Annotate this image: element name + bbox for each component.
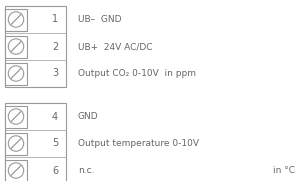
Circle shape: [8, 136, 24, 151]
Bar: [5, 106, 27, 127]
Bar: [5, 9, 27, 31]
Bar: [5, 35, 27, 58]
Text: Output CO₂ 0-10V  in ppm: Output CO₂ 0-10V in ppm: [78, 69, 196, 78]
Text: GND: GND: [78, 112, 99, 121]
Circle shape: [8, 163, 24, 178]
Text: 5: 5: [52, 138, 58, 148]
Circle shape: [8, 39, 24, 54]
Text: 6: 6: [52, 165, 58, 176]
Bar: [5, 6, 66, 87]
Text: Output temperature 0-10V: Output temperature 0-10V: [78, 139, 199, 148]
Text: 3: 3: [52, 68, 58, 79]
Circle shape: [8, 12, 24, 27]
Text: 1: 1: [52, 14, 58, 24]
Circle shape: [8, 66, 24, 81]
Text: in °C: in °C: [273, 166, 295, 175]
Bar: [5, 103, 66, 181]
Text: UB–  GND: UB– GND: [78, 15, 122, 24]
Bar: [5, 159, 27, 181]
Bar: [5, 132, 27, 155]
Text: n.c.: n.c.: [78, 166, 94, 175]
Text: UB+  24V AC/DC: UB+ 24V AC/DC: [78, 42, 152, 51]
Text: 4: 4: [52, 111, 58, 121]
Circle shape: [8, 109, 24, 124]
Text: 2: 2: [52, 41, 58, 52]
Bar: [5, 62, 27, 85]
